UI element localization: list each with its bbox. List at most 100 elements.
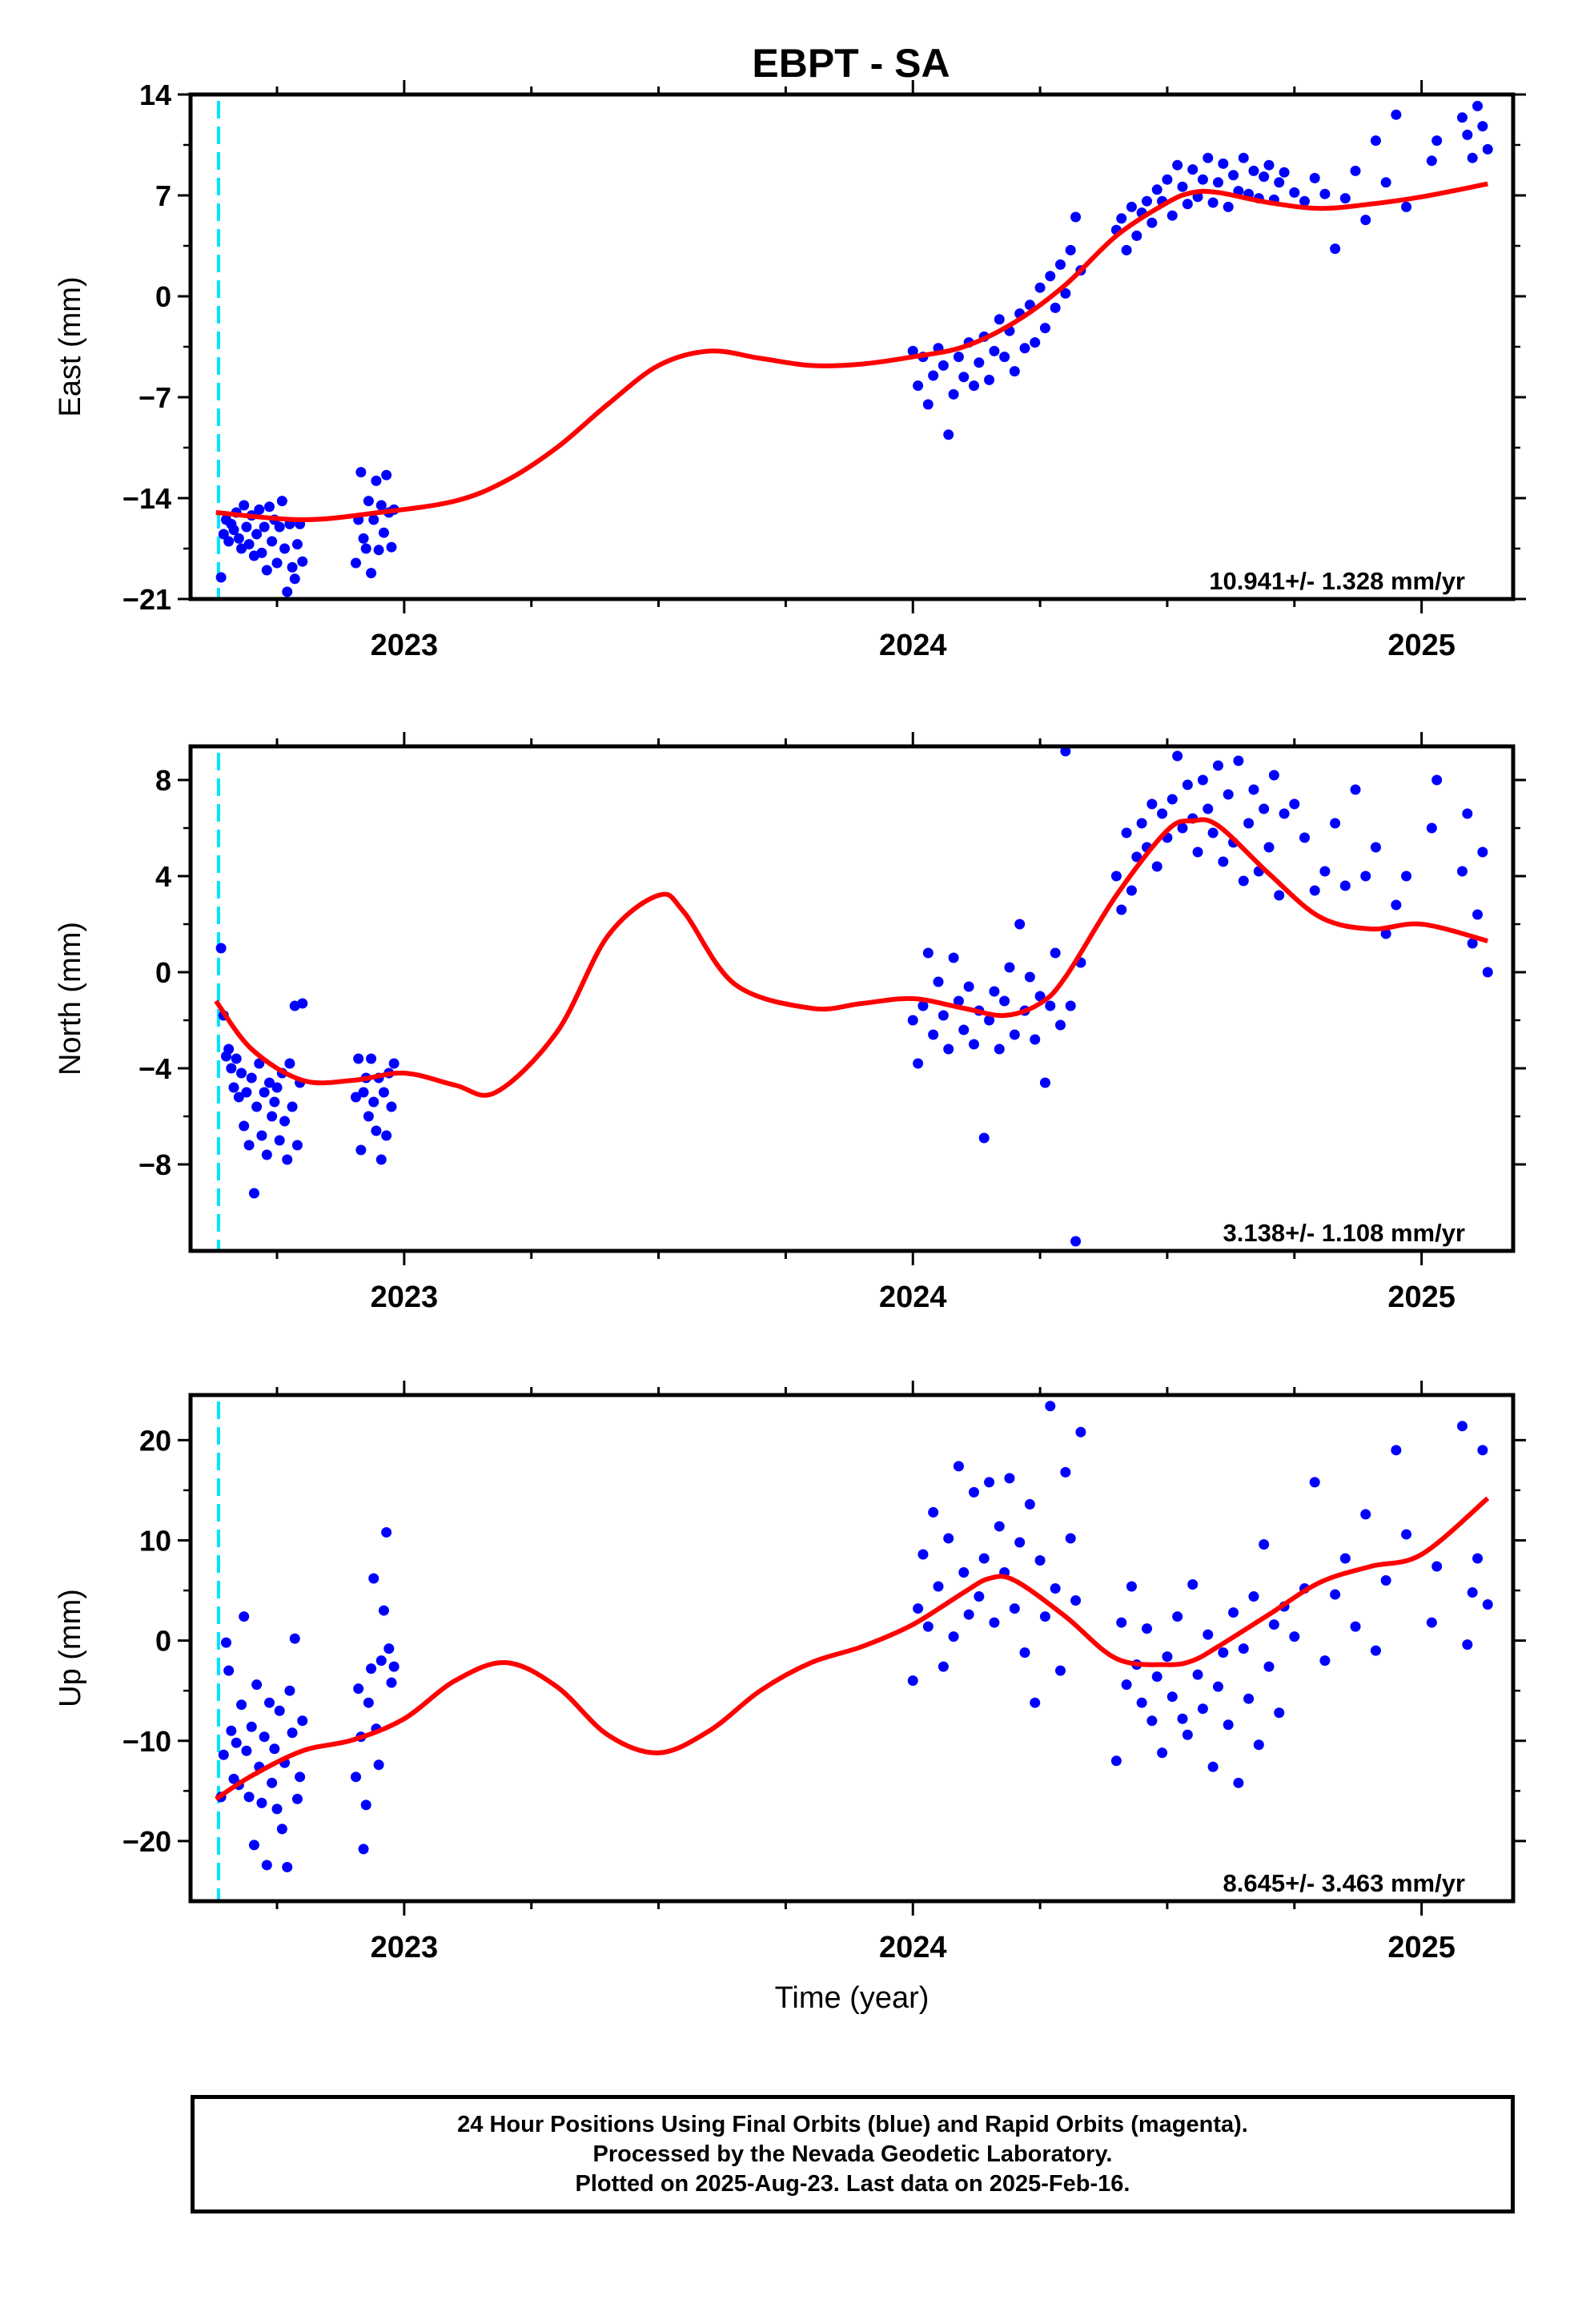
data-point <box>351 557 361 569</box>
data-point <box>261 1860 272 1871</box>
data-point <box>1472 1553 1484 1564</box>
data-point <box>1014 1537 1026 1548</box>
data-point <box>241 1087 252 1098</box>
data-point <box>375 1655 387 1667</box>
data-point <box>1055 259 1066 270</box>
data-point <box>1370 842 1381 853</box>
footer-line-plotted: Plotted on 2025-Aug-23. Last data on 202… <box>575 2170 1130 2197</box>
data-point <box>1212 760 1223 771</box>
data-point <box>1055 1665 1066 1676</box>
data-point <box>1039 1077 1050 1088</box>
y-tick-label: −20 <box>122 1825 171 1858</box>
data-point <box>295 1771 306 1783</box>
data-point <box>256 547 267 558</box>
data-point <box>999 352 1010 363</box>
data-point <box>1391 109 1402 120</box>
data-point <box>223 1043 235 1055</box>
data-point <box>1172 1611 1183 1622</box>
data-point <box>1172 750 1183 762</box>
data-point <box>1019 343 1030 354</box>
data-point <box>907 345 918 356</box>
data-point <box>228 525 239 536</box>
data-point <box>1248 165 1259 176</box>
data-point <box>1467 1587 1478 1598</box>
data-point <box>248 1839 259 1851</box>
data-point <box>1065 1533 1076 1544</box>
data-point <box>968 380 979 392</box>
plot-frame <box>188 92 1516 601</box>
data-point <box>366 568 377 579</box>
data-point <box>239 1120 250 1132</box>
y-tick-label: 0 <box>155 1625 171 1658</box>
data-point <box>236 1068 247 1079</box>
data-point <box>1187 1579 1199 1590</box>
data-point <box>259 521 270 533</box>
data-point <box>215 572 227 583</box>
data-point <box>381 1526 392 1538</box>
data-point <box>999 995 1010 1007</box>
data-point <box>1050 302 1061 313</box>
data-point <box>1034 991 1046 1002</box>
data-point <box>279 1116 291 1127</box>
data-point <box>1146 1715 1158 1727</box>
data-point <box>978 1132 990 1144</box>
data-point <box>1350 165 1361 176</box>
data-point <box>383 1643 395 1655</box>
data-point <box>1009 1603 1020 1614</box>
data-point <box>246 1721 257 1732</box>
data-point <box>1309 172 1320 183</box>
data-point <box>373 545 384 556</box>
data-point <box>274 1135 285 1146</box>
data-point <box>297 1715 308 1727</box>
data-point <box>291 1793 303 1804</box>
data-point <box>1050 947 1061 959</box>
data-point <box>1070 211 1082 223</box>
data-point <box>963 1609 974 1620</box>
y-tick-label: 20 <box>139 1424 171 1457</box>
data-point <box>1030 337 1041 348</box>
data-point <box>267 536 278 547</box>
data-point <box>989 345 1000 356</box>
data-point <box>1110 1755 1122 1767</box>
data-point <box>243 1791 255 1803</box>
footer-line-orbits: 24 Hour Positions Using Final Orbits (bl… <box>457 2111 1248 2137</box>
trend-fit-line <box>215 1496 1490 1801</box>
data-point <box>1146 217 1158 228</box>
y-tick-label: 4 <box>155 860 171 893</box>
data-point <box>968 1486 979 1498</box>
data-point <box>1319 866 1331 877</box>
data-point <box>233 1092 244 1103</box>
data-point <box>378 1087 389 1098</box>
data-point <box>1024 300 1035 311</box>
data-point <box>1019 1647 1030 1659</box>
data-point <box>223 1665 235 1676</box>
y-axis-label: East (mm) <box>54 276 87 416</box>
data-point <box>386 1101 397 1112</box>
data-point <box>1233 755 1244 766</box>
data-point <box>994 314 1005 325</box>
data-point <box>233 533 244 544</box>
data-point <box>254 504 265 515</box>
data-point <box>256 1797 267 1808</box>
data-point <box>360 543 371 554</box>
plot-frame <box>188 1393 1516 1904</box>
data-point <box>1218 158 1229 169</box>
data-point <box>1030 1697 1041 1708</box>
data-point <box>368 514 379 525</box>
data-point <box>215 943 227 954</box>
data-point <box>1039 323 1050 334</box>
data-point <box>386 1677 397 1688</box>
data-point <box>1045 271 1056 282</box>
footer-line-processing: Processed by the Nevada Geodetic Laborat… <box>592 2141 1113 2167</box>
data-point <box>1268 770 1279 781</box>
data-point <box>1482 1599 1493 1610</box>
data-point <box>1380 1575 1391 1586</box>
data-point <box>933 976 944 987</box>
data-point <box>243 1140 255 1151</box>
data-point <box>274 1705 285 1716</box>
data-point <box>371 1125 382 1136</box>
data-point <box>261 1149 272 1160</box>
data-point <box>943 1533 954 1544</box>
data-point <box>236 543 247 554</box>
data-point <box>968 1039 979 1050</box>
